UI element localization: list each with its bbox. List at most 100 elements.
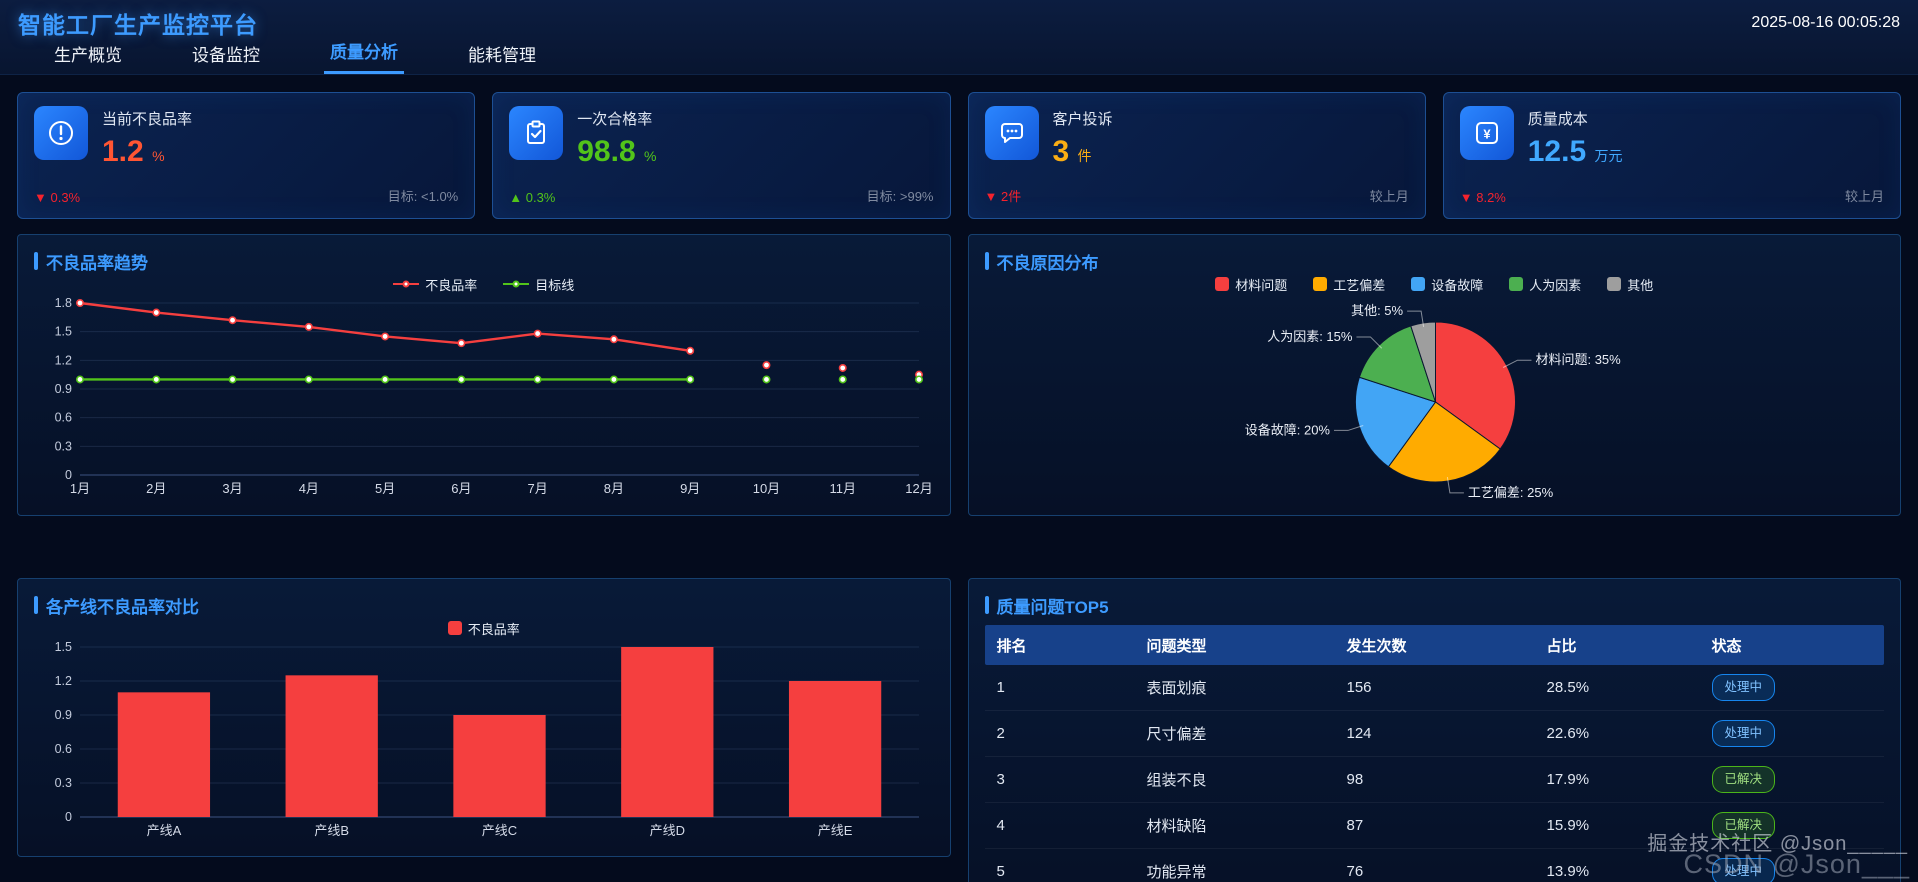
bar-chart-legend: 不良品率 (34, 617, 934, 639)
svg-text:4月: 4月 (299, 481, 319, 496)
table-header-row: 排名 问题类型 发生次数 占比 状态 (984, 625, 1884, 665)
legend-item-other[interactable]: 其他 (1607, 275, 1653, 294)
svg-text:产线B: 产线B (314, 823, 349, 838)
square-marker-icon (1509, 277, 1524, 291)
svg-text:材料问题: 35%: 材料问题: 35% (1535, 352, 1621, 367)
cell-type: 组装不良 (1146, 772, 1207, 789)
svg-text:1.5: 1.5 (55, 640, 72, 654)
cell-count: 156 (1346, 679, 1372, 696)
chat-icon (984, 106, 1039, 160)
svg-text:2月: 2月 (146, 481, 166, 496)
panel-title-text: 不良品率趋势 (46, 253, 148, 273)
svg-text:6月: 6月 (451, 481, 471, 496)
tab-quality-analysis[interactable]: 质量分析 (324, 38, 404, 74)
kpi-change: ▲ 0.3% (509, 190, 556, 205)
legend-item-human[interactable]: 人为因素 (1509, 275, 1581, 294)
tab-production-overview[interactable]: 生产概览 (54, 46, 122, 65)
kpi-top: 一次合格率 98.8 % (509, 106, 933, 167)
legend-item-process[interactable]: 工艺偏差 (1313, 275, 1385, 294)
kpi-card-quality-cost: ¥ 质量成本 12.5 万元 ▼ 8.2% 较上月 (1442, 92, 1901, 219)
svg-text:工艺偏差: 25%: 工艺偏差: 25% (1467, 485, 1553, 500)
charts-row-1: 不良品率趋势 不良品率 目标线 0 0.3 0.6 0.9 1.2 1.5 1.8 1月 2月 3… (17, 234, 1901, 516)
kpi-unit: 件 (1077, 148, 1092, 164)
panel-quality-issues-top5: 质量问题TOP5 排名 问题类型 发生次数 占比 状态 1 表面划痕 156 2… (967, 578, 1901, 882)
svg-text:0.3: 0.3 (55, 776, 72, 790)
svg-text:8月: 8月 (604, 481, 624, 496)
charts-row-2: 各产线不良品率对比 不良品率 0 0.3 0.6 0.9 1.2 1.5 产线A 产线B 产线C… (17, 578, 1901, 882)
clipboard-check-icon (509, 106, 564, 160)
kpi-bottom: ▲ 0.3% 目标: >99% (509, 186, 933, 205)
svg-text:产线D: 产线D (650, 823, 685, 838)
cell-count: 98 (1346, 771, 1364, 788)
title-accent-bar (984, 252, 989, 270)
svg-text:0.9: 0.9 (55, 708, 72, 722)
nav-tabs: 生产概览 设备监控 质量分析 能耗管理 (18, 40, 1900, 74)
kpi-bottom: ▼ 8.2% 较上月 (1460, 186, 1884, 205)
cell-rank: 3 (996, 771, 1005, 788)
cell-rank: 1 (996, 679, 1005, 696)
legend-label: 人为因素 (1529, 277, 1582, 293)
status-badge: 处理中 (1711, 858, 1776, 882)
header-top: 智能工厂生产监控平台 2025-08-16 00:05:28 (18, 0, 1900, 40)
cell-type: 功能异常 (1146, 864, 1207, 881)
legend-item-defect-rate[interactable]: 不良品率 (393, 275, 477, 294)
tab-equipment-monitor[interactable]: 设备监控 (192, 46, 260, 65)
cell-percent: 17.9% (1546, 771, 1590, 788)
kpi-top: 当前不良品率 1.2 % (34, 106, 458, 167)
table-row: 1 表面划痕 156 28.5% 处理中 (984, 665, 1884, 711)
kpi-card-first-pass-yield: 一次合格率 98.8 % ▲ 0.3% 目标: >99% (492, 92, 951, 219)
kpi-value: 12.5 万元 (1527, 135, 1623, 168)
kpi-top: 客户投诉 3 件 (984, 106, 1409, 167)
kpi-main: 当前不良品率 1.2 % (102, 106, 192, 167)
legend-item-defect-rate-bars[interactable]: 不良品率 (447, 619, 520, 638)
legend-label: 其他 (1627, 277, 1654, 293)
cell-type: 尺寸偏差 (1146, 726, 1207, 743)
svg-text:0: 0 (65, 810, 72, 824)
legend-label: 工艺偏差 (1333, 277, 1386, 293)
svg-text:1.2: 1.2 (55, 674, 72, 688)
header: 智能工厂生产监控平台 2025-08-16 00:05:28 生产概览 设备监控… (0, 0, 1918, 75)
legend-item-equipment[interactable]: 设备故障 (1411, 275, 1483, 294)
col-header-type: 问题类型 (1146, 637, 1207, 655)
kpi-row: 当前不良品率 1.2 % ▼ 0.3% 目标: <1.0% (17, 92, 1901, 219)
svg-text:5月: 5月 (375, 481, 395, 496)
cell-count: 124 (1346, 725, 1372, 742)
kpi-note: 较上月 (1844, 189, 1884, 204)
legend-label: 材料问题 (1235, 277, 1288, 293)
svg-text:7月: 7月 (528, 481, 548, 496)
table-row: 4 材料缺陷 87 15.9% 已解决 (984, 803, 1884, 849)
svg-text:产线A: 产线A (147, 823, 182, 838)
cell-rank: 2 (996, 725, 1005, 742)
kpi-top: ¥ 质量成本 12.5 万元 (1459, 106, 1884, 168)
svg-text:0.9: 0.9 (55, 382, 72, 396)
tab-energy-management[interactable]: 能耗管理 (468, 46, 536, 65)
svg-text:其他: 5%: 其他: 5% (1351, 303, 1403, 318)
table-row: 5 功能异常 76 13.9% 处理中 (985, 849, 1885, 882)
title-accent-bar (34, 596, 38, 614)
svg-text:0: 0 (65, 468, 72, 482)
svg-text:设备故障: 20%: 设备故障: 20% (1244, 422, 1330, 437)
kpi-change: ▼ 0.3% (34, 190, 81, 205)
table-row: 3 组装不良 98 17.9% 已解决 (984, 757, 1884, 803)
table-row: 2 尺寸偏差 124 22.6% 处理中 (984, 711, 1884, 757)
svg-text:0.6: 0.6 (55, 411, 72, 425)
cell-percent: 15.9% (1546, 817, 1590, 834)
defect-trend-chart: 0 0.3 0.6 0.9 1.2 1.5 1.8 1月 2月 3月 4月 5月 6月 7月 8月 9月 10月… (55, 296, 933, 496)
kpi-main: 客户投诉 3 件 (1053, 106, 1113, 167)
page-title: 智能工厂生产监控平台 (18, 12, 258, 38)
defect-causes-pie-chart: 材料问题: 35% 工艺偏差: 25% 设备故障: 20% 人为因素: 15% 其他: … (1244, 303, 1621, 500)
kpi-card-defect-rate: 当前不良品率 1.2 % ▼ 0.3% 目标: <1.0% (17, 92, 476, 219)
line-marker-icon (393, 280, 420, 288)
legend-item-material[interactable]: 材料问题 (1215, 275, 1287, 294)
datetime: 2025-08-16 00:05:28 (1751, 14, 1900, 31)
col-header-rank: 排名 (996, 637, 1027, 655)
svg-text:1.8: 1.8 (55, 296, 72, 310)
legend-item-target-line[interactable]: 目标线 (503, 275, 574, 294)
panel-title: 质量问题TOP5 (984, 593, 1885, 617)
square-marker-icon (1215, 277, 1230, 291)
kpi-change: ▼ 8.2% (1459, 190, 1506, 205)
panel-line-defect-compare: 各产线不良品率对比 不良品率 0 0.3 0.6 0.9 1.2 1.5 产线A 产线B 产线C… (17, 578, 951, 857)
cell-rank: 5 (996, 863, 1005, 880)
panel-title-text: 各产线不良品率对比 (46, 597, 199, 617)
